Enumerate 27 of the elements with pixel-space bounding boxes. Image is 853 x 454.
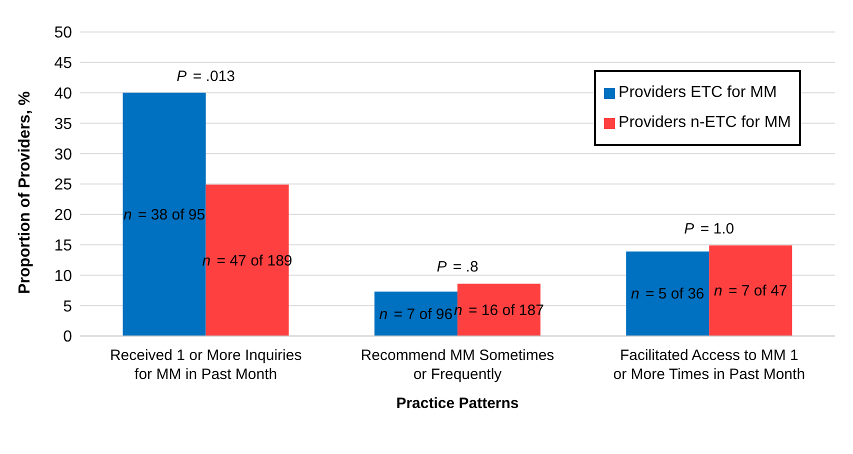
y-tick-label: 35 <box>54 116 72 133</box>
y-axis-title: Proportion of Providers, % <box>16 91 34 294</box>
legend-label: Providers ETC for MM <box>618 83 777 103</box>
legend-label: Providers n-ETC for MM <box>618 113 791 133</box>
y-tick-label: 25 <box>54 176 72 194</box>
x-axis-title: Practice Patterns <box>396 395 519 412</box>
y-tick-label: 5 <box>63 298 72 316</box>
bar <box>709 245 792 336</box>
y-tick-label: 30 <box>54 146 72 164</box>
y-tick-label: 20 <box>54 207 72 224</box>
annotation: P = .8 <box>436 258 478 276</box>
data-label: n = 7 of 47 <box>714 282 788 300</box>
bar <box>626 251 710 336</box>
y-tick-label: 50 <box>54 24 72 42</box>
data-label: n = 38 of 95 <box>123 206 206 224</box>
y-tick-label: 15 <box>54 237 72 254</box>
annotation: P = .013 <box>176 68 235 85</box>
data-label: n = 5 of 36 <box>630 286 704 303</box>
y-tick-label: 40 <box>54 85 72 102</box>
y-tick-label: 10 <box>54 268 72 285</box>
x-tick-label: Recommend MM Sometimes or Frequently <box>360 347 554 383</box>
y-tick-label: 0 <box>63 328 72 346</box>
y-tick-label: 45 <box>54 55 72 72</box>
x-tick-label: Facilitated Access to MM 1 or More Times in Past Month <box>613 347 806 383</box>
data-label: n = 7 of 96 <box>379 306 453 323</box>
x-tick-label: Received 1 or More Inquiries for MM in Past Month <box>110 347 302 383</box>
annotation: P = 1.0 <box>684 220 734 238</box>
